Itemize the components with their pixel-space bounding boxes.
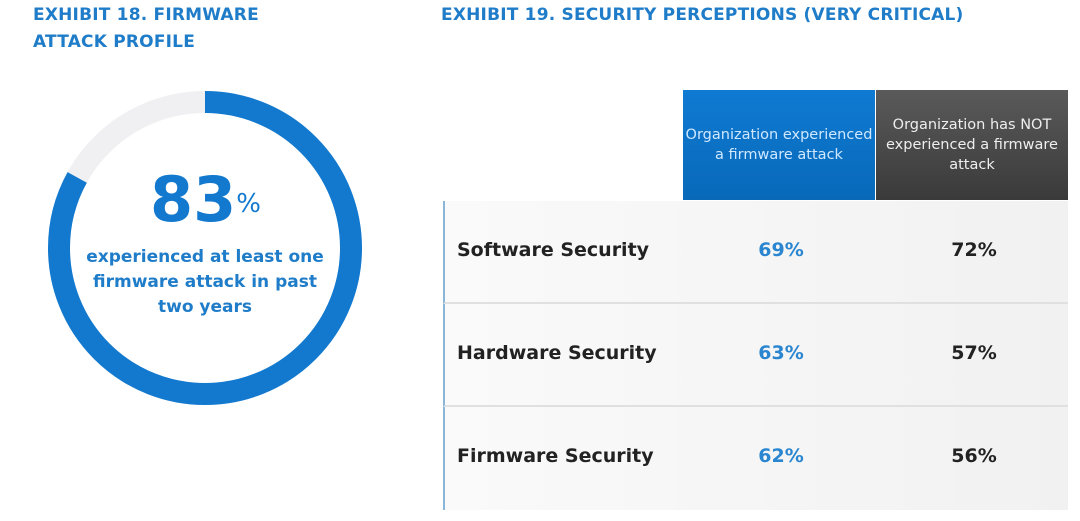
value-experienced: 69% (758, 239, 804, 261)
donut-arc (48, 91, 362, 405)
value-not-experienced: 72% (951, 239, 997, 261)
row-label: Hardware Security (457, 342, 657, 364)
donut-value: 83% (150, 163, 261, 236)
value-not-experienced: 57% (951, 342, 997, 364)
column-header-experienced: Organization experienced a firmware atta… (683, 90, 875, 200)
exhibit-18-title: EXHIBIT 18. FIRMWARE ATTACK PROFILE (33, 5, 259, 52)
row-label: Firmware Security (457, 445, 654, 467)
donut-caption: experienced at least one firmware attack… (86, 247, 324, 317)
table-row: Software Security 69% 72% (443, 201, 1068, 304)
column-header-not-experienced: Organization has NOT experienced a firmw… (876, 90, 1068, 200)
value-not-experienced: 56% (951, 445, 997, 467)
exhibit-19-title: EXHIBIT 19. SECURITY PERCEPTIONS (VERY C… (441, 5, 964, 25)
table-row: Hardware Security 63% 57% (443, 304, 1068, 407)
donut-chart (48, 91, 362, 405)
table-row: Firmware Security 62% 56% (443, 407, 1068, 510)
value-experienced: 63% (758, 342, 804, 364)
row-label: Software Security (457, 239, 650, 261)
value-experienced: 62% (758, 445, 804, 467)
